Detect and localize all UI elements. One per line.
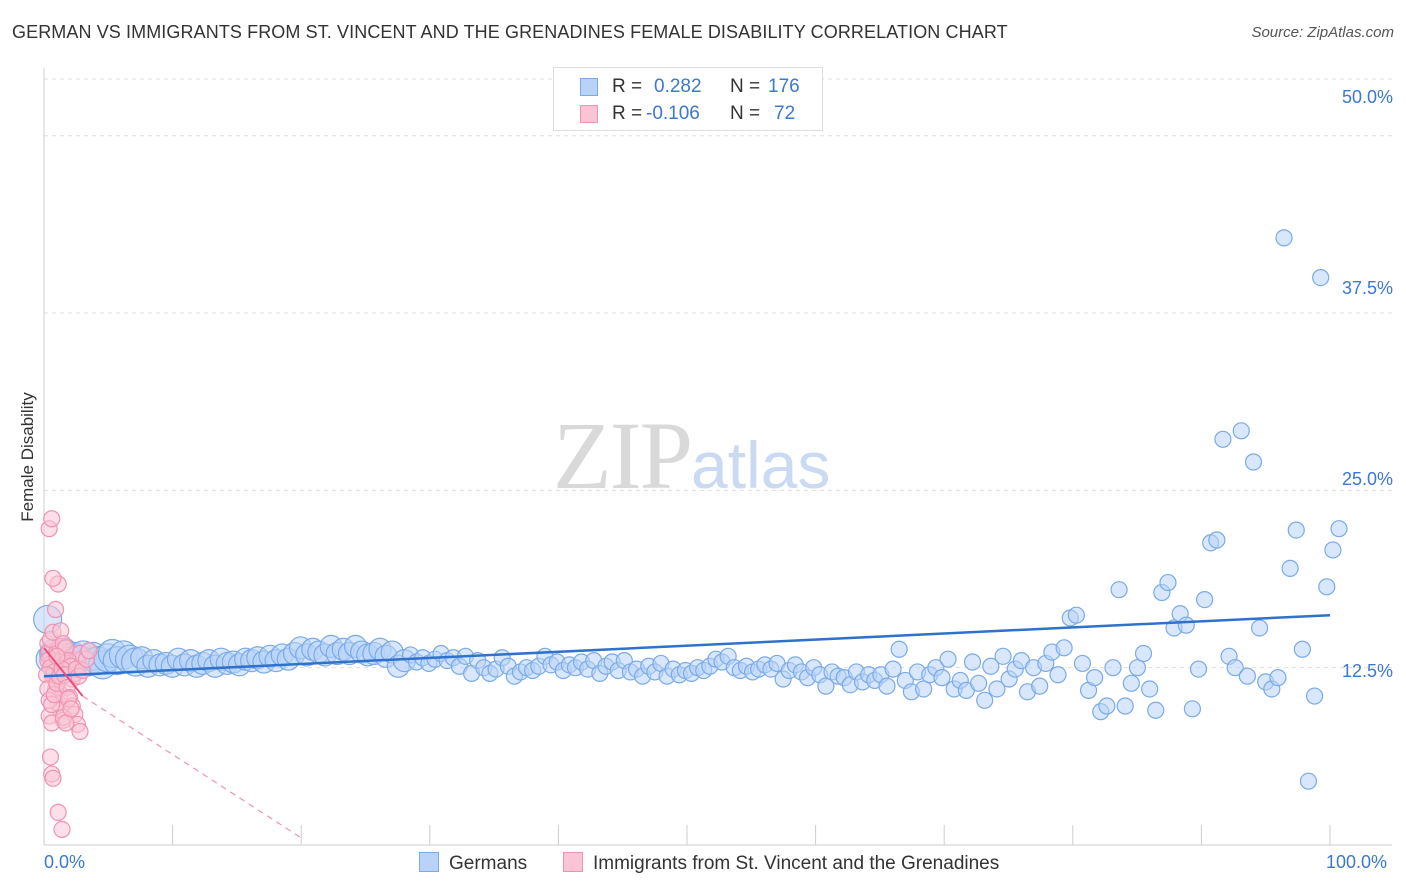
legend-n-label: N = [730,76,761,97]
germans-point [1147,701,1165,719]
y-tick-label-50: 50.0% [1341,87,1393,107]
chart-title: GERMAN VS IMMIGRANTS FROM ST. VINCENT AN… [12,22,1008,42]
germans-point [1086,669,1104,687]
germans-point [1281,559,1299,577]
y-tick-label-25: 25.0% [1341,469,1393,489]
germans-point [988,680,1006,698]
germans-point [1189,660,1208,678]
legend-n-value: 176 [768,76,800,97]
germans-point [1067,606,1085,624]
trendlines [43,613,1331,839]
germans-point [1299,772,1318,790]
germans-point [1269,669,1287,687]
germans-point [1031,677,1049,695]
bottom-legend-swatch-svg [563,852,583,872]
germans-point [1293,640,1311,658]
germans-point [1128,659,1147,677]
legend-r-label: R = [612,76,643,97]
germans-point [1116,697,1134,715]
germans-point [1214,430,1232,448]
germans-point [1318,578,1336,596]
germans-point [1049,666,1067,684]
legend-r-value: 0.282 [654,76,702,97]
svg-point [49,803,67,821]
x-tick-label-min: 0.0% [44,852,86,872]
legend-n-value: 72 [774,103,796,124]
bottom-legend-label-svg: Immigrants from St. Vincent and the Gren… [593,853,1000,874]
germans-trendline [43,613,1331,678]
germans-point [1122,674,1140,692]
bottom-legend-swatch-germans [419,852,439,872]
germans-point [1305,687,1324,705]
watermark: ZIPatlas [553,400,830,511]
germans-point [1177,616,1195,634]
germans-point [1141,680,1159,698]
bottom-legend-germans: Germans [419,852,527,875]
svg-point [71,722,89,741]
legend-n-label: N = [730,103,761,124]
legend: R = 0.282 N = 176 R = -0.106 N = 72 [553,67,823,131]
gridlines [44,78,1392,669]
germans-point [970,674,988,692]
germans-point [1134,644,1153,663]
watermark-atlas: atlas [691,428,831,502]
germans-point [1238,667,1256,685]
y-tick-label-12-5: 12.5% [1341,661,1393,681]
svg-point [41,748,60,766]
x-tick-label-max: 100.0% [1326,852,1388,872]
germans-point [878,677,896,695]
germans-point [1275,229,1293,247]
germans-point [976,691,994,709]
germans-point [1226,659,1244,677]
germans-point [1208,531,1226,549]
germans-point [963,653,982,671]
germans-point [1330,520,1348,538]
germans-point [817,677,835,695]
legend-swatch-germans [580,78,598,96]
svg-point [43,510,61,528]
germans-point [1098,697,1116,715]
legend-r-label: R = [612,103,643,124]
germans-point [1055,639,1073,657]
germans-point [890,640,908,658]
svg-point [80,642,98,660]
germans-point [1324,541,1342,559]
germans-point [1104,659,1122,677]
germans-point [1232,422,1250,440]
germans-point [1073,654,1092,673]
svg-point [44,769,62,787]
svg-trendline [43,647,84,697]
germans-point [915,680,933,698]
source-label: Source: ZipAtlas.com [1251,24,1394,41]
germans-points [33,229,1348,790]
svg-point [44,569,62,587]
bottom-legend-svg: Immigrants from St. Vincent and the Gren… [563,852,999,875]
germans-point [939,650,957,668]
axes [43,68,1392,846]
watermark-zip: ZIP [553,402,693,509]
germans-point [994,647,1012,665]
germans-point [1183,700,1201,718]
germans-point [1110,581,1128,599]
bottom-legend-label-germans: Germans [449,853,528,874]
germans-point [1159,573,1177,592]
germans-point [1244,453,1263,471]
legend-swatch-svg [580,105,598,123]
germans-point [982,657,1000,675]
germans-point [1196,590,1214,609]
germans-point [1250,619,1269,637]
svg-point [53,820,71,838]
germans-point [1312,268,1330,287]
germans-point [884,660,902,678]
svg-trendline-extension [82,695,302,839]
legend-r-value: -0.106 [646,103,700,124]
germans-point [933,669,951,687]
svg-point [62,700,80,718]
y-tick-label-37-5: 37.5% [1341,278,1393,298]
germans-point [1287,521,1305,539]
svg-point [46,600,65,619]
